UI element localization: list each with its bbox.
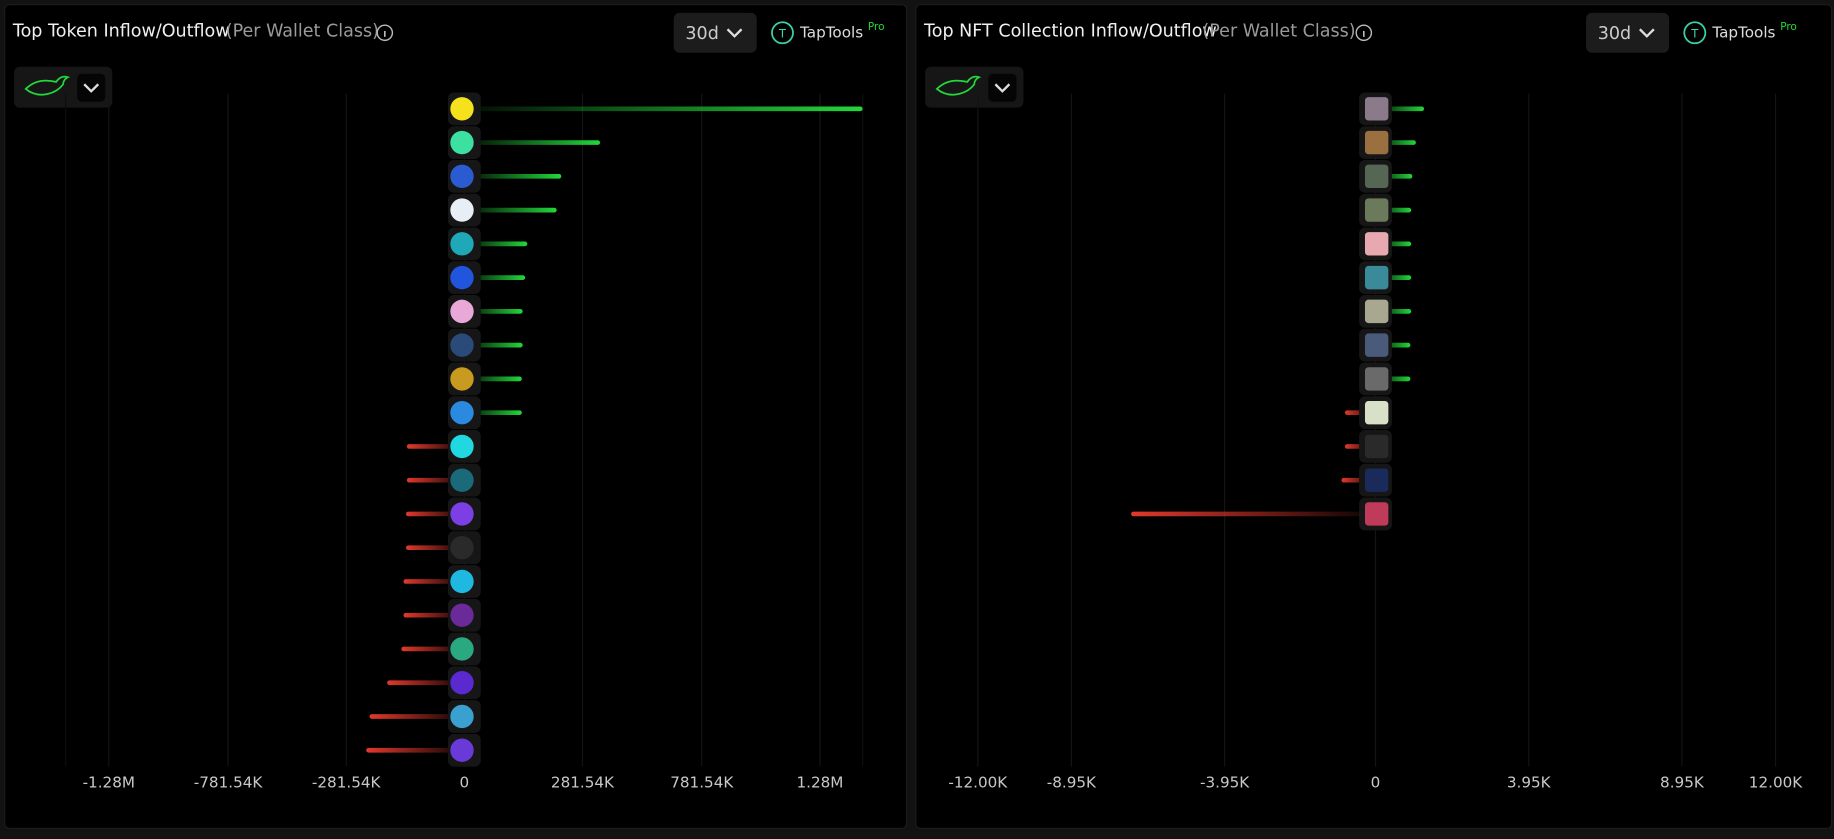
brand-tier: Pro: [868, 21, 885, 33]
item-icon: [450, 535, 474, 560]
x-tick-label: 1.28M: [796, 773, 843, 791]
item-icon: [1364, 367, 1389, 391]
dropdown-chevron: [1639, 28, 1655, 38]
item-icon: [1364, 502, 1389, 526]
item-icon: [450, 367, 474, 391]
item-icon: [450, 198, 474, 222]
item-icon: [1364, 164, 1389, 189]
panel: Top Token Inflow/Outflow(Per Wallet Clas…: [4, 4, 908, 830]
period-dropdown[interactable]: [673, 12, 757, 53]
bar: [464, 207, 557, 213]
item-icon: [450, 603, 474, 627]
brand-logo-mark: T: [778, 26, 787, 40]
item-icon: [1364, 434, 1389, 459]
chart-title: Top Token Inflow/Outflow: [12, 22, 230, 42]
item-icon: [1364, 130, 1389, 155]
item-icon: [450, 637, 474, 661]
whale-icon: [935, 75, 982, 96]
x-tick-label: -12.00K: [948, 773, 1008, 791]
x-tick-label: -781.54K: [194, 773, 264, 791]
x-tick-label: 781.54K: [670, 773, 734, 791]
item-icon: [450, 232, 474, 256]
item-icon: [450, 299, 474, 324]
panel: Top NFT Collection Inflow/Outflow(Per Wa…: [915, 4, 1833, 830]
bar: [366, 747, 465, 753]
item-icon: [1364, 265, 1389, 290]
bar: [387, 680, 465, 686]
item-icon: [450, 502, 474, 526]
x-tick-label: -1.28M: [83, 773, 135, 791]
bar: [464, 106, 863, 112]
x-tick-label: -8.95K: [1047, 773, 1097, 791]
brand-logo: [771, 21, 794, 45]
bar: [1131, 511, 1376, 517]
bar: [464, 174, 562, 179]
x-tick-label: 8.95K: [1660, 773, 1705, 791]
x-tick-label: -3.95K: [1200, 773, 1250, 791]
chart-subtitle: (Per Wallet Class): [226, 22, 379, 42]
period-label: 30d: [1598, 24, 1631, 44]
x-tick-label: 3.95K: [1507, 773, 1552, 791]
item-icon: [450, 704, 474, 729]
item-icon: [1364, 232, 1389, 256]
item-icon: [450, 130, 474, 155]
chart-title: Top NFT Collection Inflow/Outflow: [923, 22, 1217, 42]
x-tick-label: 12.00K: [1749, 773, 1803, 791]
bar: [369, 714, 465, 719]
whale-icon: [24, 75, 71, 96]
item-icon: [450, 738, 474, 762]
item-icon: [450, 569, 474, 594]
wallet-chevron: [83, 83, 100, 93]
x-tick-label: 281.54K: [551, 773, 615, 791]
item-icon: [450, 400, 474, 425]
brand-logo: [1683, 21, 1707, 45]
brand-logo-mark: T: [1690, 26, 1699, 40]
item-icon: [1364, 198, 1389, 222]
item-icon: [450, 468, 474, 492]
item-icon: [450, 164, 474, 189]
x-tick-label: -281.54K: [312, 773, 382, 791]
item-icon: [1364, 299, 1389, 324]
dropdown-chevron: [726, 28, 743, 38]
period-label: 30d: [685, 24, 718, 44]
chart-subtitle: (Per Wallet Class): [1202, 22, 1355, 42]
wallet-chevron-box: [988, 73, 1017, 102]
x-tick-label: 0: [1371, 773, 1381, 791]
item-icon: [450, 265, 474, 290]
period-dropdown[interactable]: [1586, 12, 1670, 53]
item-icon: [450, 97, 474, 121]
wallet-chevron: [994, 83, 1011, 93]
item-icon: [1364, 468, 1389, 492]
item-icon: [1364, 400, 1389, 425]
brand-name: TapTools: [1711, 23, 1775, 41]
item-icon: [450, 671, 474, 695]
wallet-chevron-box: [77, 73, 106, 102]
x-tick-label: 0: [460, 773, 470, 791]
bar: [464, 140, 601, 145]
brand-tier: Pro: [1780, 21, 1797, 33]
item-icon: [450, 434, 474, 459]
item-icon: [1364, 97, 1389, 121]
info-icon[interactable]: [376, 24, 394, 42]
item-icon: [450, 333, 474, 357]
info-icon[interactable]: [1355, 24, 1373, 42]
brand-name: TapTools: [799, 23, 863, 41]
item-icon: [1364, 333, 1389, 357]
